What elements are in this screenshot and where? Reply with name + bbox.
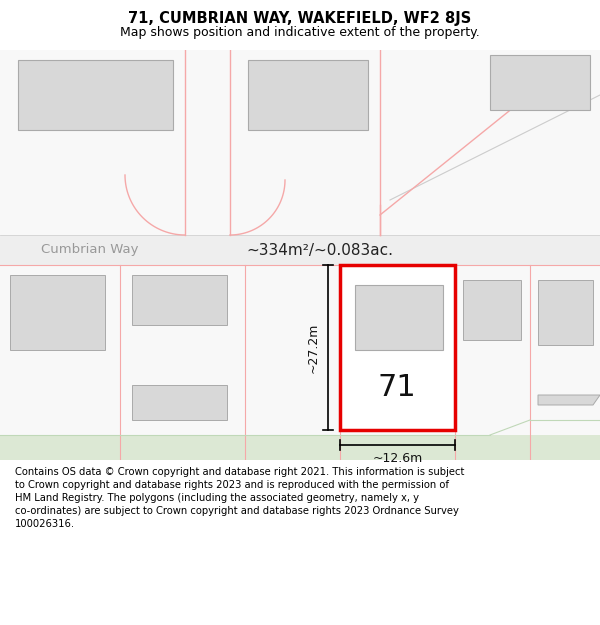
Bar: [248, 60, 368, 130]
Bar: [0, 435, 600, 460]
Bar: [0, 235, 600, 265]
Bar: [132, 275, 227, 325]
Bar: [490, 55, 590, 110]
Bar: [0, 50, 600, 235]
Bar: [0, 265, 600, 460]
Text: ~12.6m: ~12.6m: [373, 452, 422, 465]
Bar: [538, 280, 593, 345]
Polygon shape: [538, 395, 600, 405]
Text: Map shows position and indicative extent of the property.: Map shows position and indicative extent…: [120, 26, 480, 39]
Text: Contains OS data © Crown copyright and database right 2021. This information is : Contains OS data © Crown copyright and d…: [15, 467, 464, 529]
Text: ~334m²/~0.083ac.: ~334m²/~0.083ac.: [247, 242, 394, 258]
Bar: [10, 275, 105, 350]
Bar: [463, 280, 521, 340]
Text: 71, CUMBRIAN WAY, WAKEFIELD, WF2 8JS: 71, CUMBRIAN WAY, WAKEFIELD, WF2 8JS: [128, 11, 472, 26]
Text: Cumbrian Way: Cumbrian Way: [41, 244, 139, 256]
Bar: [355, 285, 443, 350]
Bar: [340, 265, 455, 430]
Text: ~27.2m: ~27.2m: [307, 322, 320, 372]
Text: 71: 71: [377, 374, 416, 402]
Bar: [132, 385, 227, 420]
Bar: [0, 265, 600, 435]
Bar: [18, 60, 173, 130]
